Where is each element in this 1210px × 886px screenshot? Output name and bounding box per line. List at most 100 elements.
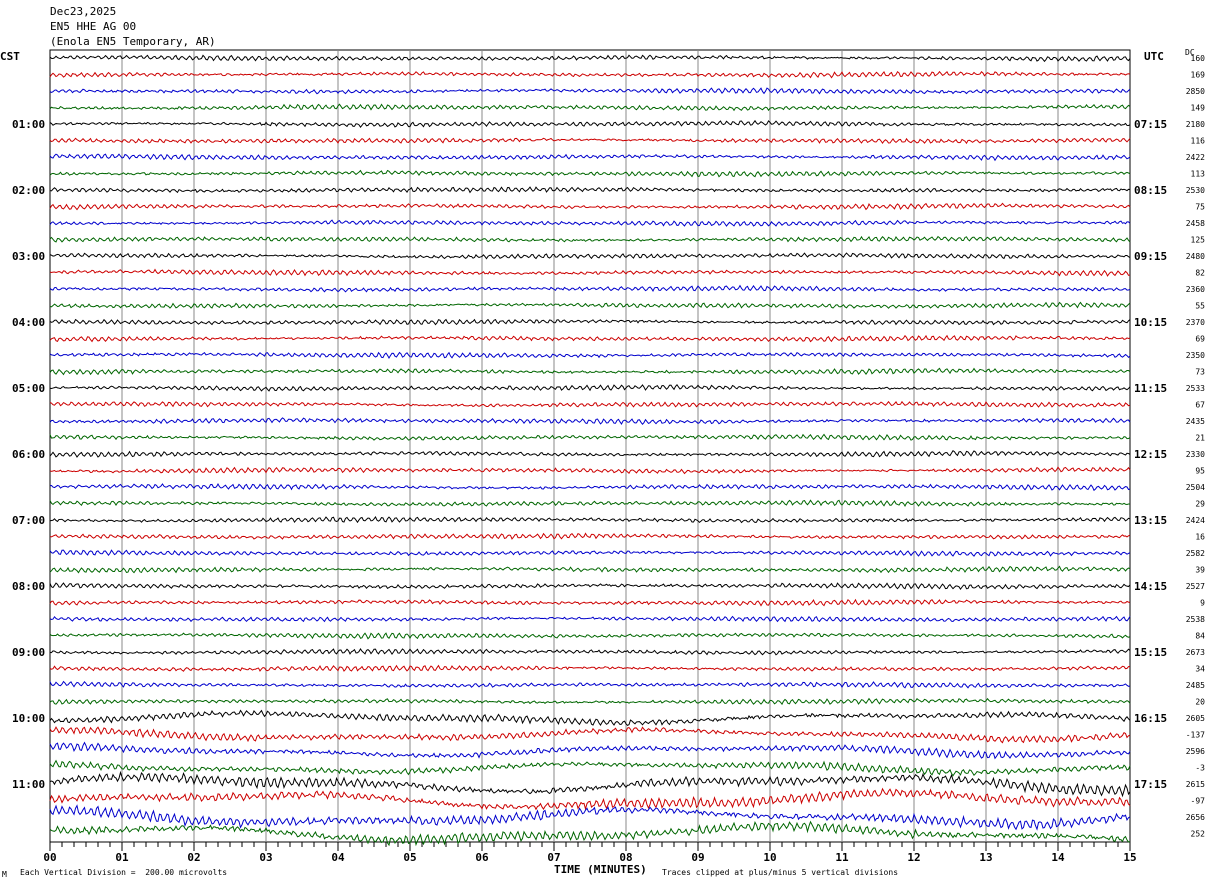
- dc-value: 2533: [1186, 384, 1205, 393]
- trace-line: [49, 598, 1131, 607]
- dc-value: 2370: [1186, 318, 1205, 327]
- trace-line: [49, 804, 1131, 831]
- trace-line: [49, 770, 1131, 798]
- cst-time-label: 11:00: [12, 778, 45, 791]
- cst-time-label: 06:00: [12, 448, 45, 461]
- cst-time-label: 08:00: [12, 580, 45, 593]
- trace-line: [49, 252, 1131, 260]
- trace-line: [49, 417, 1131, 426]
- x-tick-label: 03: [259, 851, 272, 864]
- dc-value: 2458: [1186, 219, 1205, 228]
- x-tick-label: 06: [475, 851, 489, 864]
- dc-value: 2656: [1186, 813, 1205, 822]
- dc-value: 69: [1195, 335, 1205, 344]
- dc-value: 67: [1195, 401, 1205, 410]
- utc-time-label: 15:15: [1134, 646, 1167, 659]
- utc-time-label: 13:15: [1134, 514, 1167, 527]
- dc-value: 75: [1195, 203, 1205, 212]
- utc-time-label: 10:15: [1134, 316, 1167, 329]
- trace-line: [49, 334, 1131, 343]
- trace-line: [49, 367, 1131, 376]
- dc-value: 2673: [1186, 648, 1205, 657]
- dc-value: 2615: [1186, 780, 1205, 789]
- trace-line: [49, 202, 1131, 211]
- trace-line: [49, 137, 1131, 145]
- x-tick-label: 15: [1123, 851, 1136, 864]
- x-tick-label: 13: [979, 851, 992, 864]
- dc-value: 2350: [1186, 351, 1205, 360]
- trace-line: [49, 433, 1131, 441]
- dc-value: 21: [1195, 434, 1205, 443]
- dc-value: 2596: [1186, 747, 1205, 756]
- trace-line: [49, 400, 1131, 408]
- x-tick-label: 07: [547, 851, 560, 864]
- trace-line: [49, 70, 1131, 79]
- trace-line: [49, 820, 1131, 847]
- utc-time-label: 09:15: [1134, 250, 1167, 263]
- trace-line: [49, 549, 1131, 557]
- x-tick-label: 12: [907, 851, 920, 864]
- chart-station: EN5 HHE AG 00: [50, 20, 137, 33]
- trace-line: [49, 615, 1131, 623]
- trace-line: [49, 726, 1131, 744]
- dc-value: 9: [1200, 599, 1205, 608]
- dc-value: 29: [1195, 500, 1205, 509]
- cst-time-label: 07:00: [12, 514, 45, 527]
- dc-value: 84: [1195, 632, 1205, 641]
- trace-line: [49, 301, 1131, 309]
- dc-value: 2424: [1186, 516, 1205, 525]
- trace-line: [49, 450, 1131, 458]
- dc-value: 252: [1191, 830, 1206, 839]
- dc-value: 16: [1195, 533, 1205, 542]
- trace-line: [49, 351, 1131, 359]
- cst-time-label: 04:00: [12, 316, 45, 329]
- dc-value: -3: [1195, 764, 1205, 773]
- dc-value: 2538: [1186, 615, 1205, 624]
- dc-value: 2435: [1186, 417, 1205, 426]
- x-tick-label: 01: [115, 851, 129, 864]
- x-tick-label: 08: [619, 851, 632, 864]
- trace-line: [49, 169, 1131, 178]
- cst-time-label: 03:00: [12, 250, 45, 263]
- dc-value: 116: [1191, 137, 1206, 146]
- trace-line: [49, 284, 1131, 293]
- utc-time-label: 17:15: [1134, 778, 1167, 791]
- trace-line: [49, 741, 1131, 760]
- dc-value: -97: [1191, 797, 1206, 806]
- dc-value: 2180: [1186, 120, 1205, 129]
- trace-line: [49, 54, 1131, 63]
- cst-axis-label: CST: [0, 50, 20, 63]
- x-tick-label: 04: [331, 851, 345, 864]
- x-tick-label: 05: [403, 851, 416, 864]
- chart-location: (Enola EN5 Temporary, AR): [50, 35, 216, 48]
- trace-line: [49, 565, 1131, 574]
- dc-value: 2850: [1186, 87, 1205, 96]
- dc-value: 39: [1195, 566, 1205, 575]
- dc-value: 20: [1195, 698, 1205, 707]
- dc-value: 169: [1191, 71, 1206, 80]
- footer-mark: M: [2, 870, 7, 879]
- trace-line: [49, 680, 1131, 689]
- utc-time-label: 14:15: [1134, 580, 1167, 593]
- trace-line: [49, 186, 1131, 194]
- dc-value: 2605: [1186, 714, 1205, 723]
- dc-value: 160: [1191, 54, 1206, 63]
- cst-time-label: 01:00: [12, 118, 45, 131]
- trace-line: [49, 119, 1131, 128]
- x-tick-label: 02: [187, 851, 200, 864]
- trace-line: [49, 219, 1131, 227]
- trace-line: [49, 318, 1131, 326]
- trace-line: [49, 582, 1131, 591]
- dc-value: 2582: [1186, 549, 1205, 558]
- dc-label: DC: [1185, 48, 1195, 57]
- trace-line: [49, 87, 1131, 95]
- x-tick-label: 00: [43, 851, 56, 864]
- cst-time-label: 05:00: [12, 382, 45, 395]
- dc-value: 2485: [1186, 681, 1205, 690]
- utc-time-label: 16:15: [1134, 712, 1167, 725]
- trace-line: [49, 697, 1131, 706]
- clip-note: Traces clipped at plus/minus 5 vertical …: [662, 868, 899, 877]
- dc-value: 149: [1191, 104, 1206, 113]
- utc-time-label: 11:15: [1134, 382, 1167, 395]
- dc-value: 2504: [1186, 483, 1205, 492]
